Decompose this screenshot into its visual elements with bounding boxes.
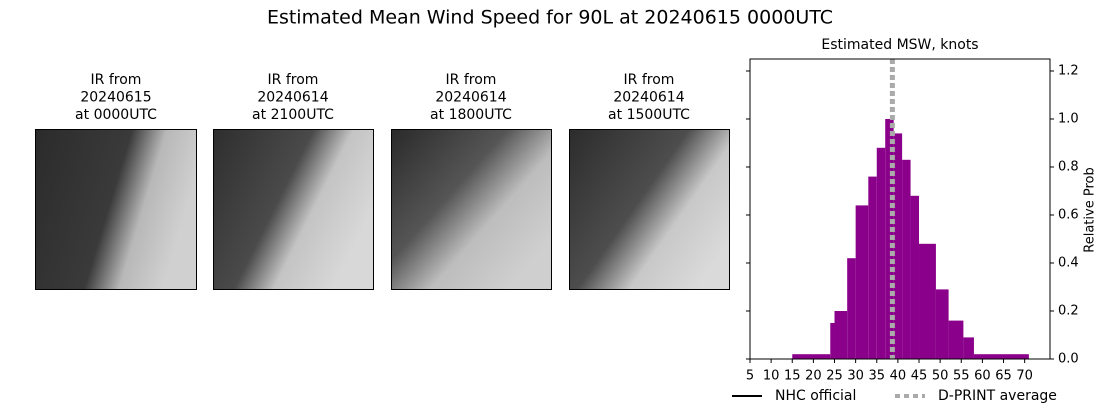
legend-label: D-PRINT average (938, 388, 1057, 404)
bar (792, 354, 831, 359)
panel-label: 20240614 (613, 90, 684, 106)
bar (855, 205, 869, 359)
panel-label: IR from (91, 72, 142, 88)
panel-label: at 2100UTC (252, 107, 334, 123)
y-tick-label: 0.8 (1058, 160, 1079, 175)
panel-label: 20240614 (257, 90, 328, 106)
x-tick-label: 15 (784, 369, 801, 384)
bar (876, 147, 886, 359)
bar (868, 176, 877, 359)
x-tick-label: 25 (826, 369, 843, 384)
y-tick-label: 0.6 (1058, 208, 1079, 223)
x-tick-label: 30 (847, 369, 864, 384)
ir-image (35, 129, 197, 290)
bar (830, 323, 835, 359)
ir-image (391, 129, 552, 290)
panel-label: at 0000UTC (75, 107, 157, 123)
y-axis-label: Relative Prob (1083, 167, 1098, 252)
bar (902, 159, 911, 359)
figure-title: Estimated Mean Wind Speed for 90L at 202… (267, 7, 833, 29)
y-tick-label: 1.0 (1058, 112, 1079, 127)
plot-frame (749, 58, 1051, 360)
bar (847, 258, 856, 359)
ir-image (569, 129, 730, 290)
bar (935, 289, 949, 359)
y-tick-label: 0.2 (1058, 304, 1079, 319)
x-tick-label: 65 (995, 369, 1012, 384)
x-tick-label: 60 (974, 369, 991, 384)
bar (834, 311, 848, 359)
bar (948, 320, 964, 359)
panel-label: IR from (624, 72, 675, 88)
x-tick-label: 20 (805, 369, 822, 384)
x-tick-label: 35 (868, 369, 885, 384)
x-tick-label: 50 (932, 369, 949, 384)
panel-label: 20240614 (435, 90, 506, 106)
x-tick-label: 45 (911, 369, 928, 384)
y-tick-label: 0.4 (1058, 256, 1079, 271)
bar (919, 243, 936, 359)
x-tick-label: 55 (953, 369, 970, 384)
y-tick-label: 0.0 (1058, 352, 1079, 367)
panel-label: at 1500UTC (608, 107, 690, 123)
bar (910, 195, 920, 359)
panel-label: at 1800UTC (430, 107, 512, 123)
x-tick-label: 10 (763, 369, 780, 384)
bar (885, 119, 894, 359)
legend-label: NHC official (775, 388, 856, 404)
panel-label: IR from (268, 72, 319, 88)
panel-label: IR from (446, 72, 497, 88)
ir-image (213, 129, 374, 290)
y-tick-label: 1.2 (1058, 64, 1079, 79)
panel-label: 20240615 (80, 90, 151, 106)
x-tick-label: 40 (890, 369, 907, 384)
bar (963, 337, 974, 359)
x-tick-label: 5 (746, 369, 754, 384)
bar (893, 133, 903, 359)
x-tick-label: 70 (1016, 369, 1033, 384)
chart-title: Estimated MSW, knots (821, 37, 978, 53)
bar (973, 354, 1029, 359)
satellite-panels (35, 129, 730, 290)
